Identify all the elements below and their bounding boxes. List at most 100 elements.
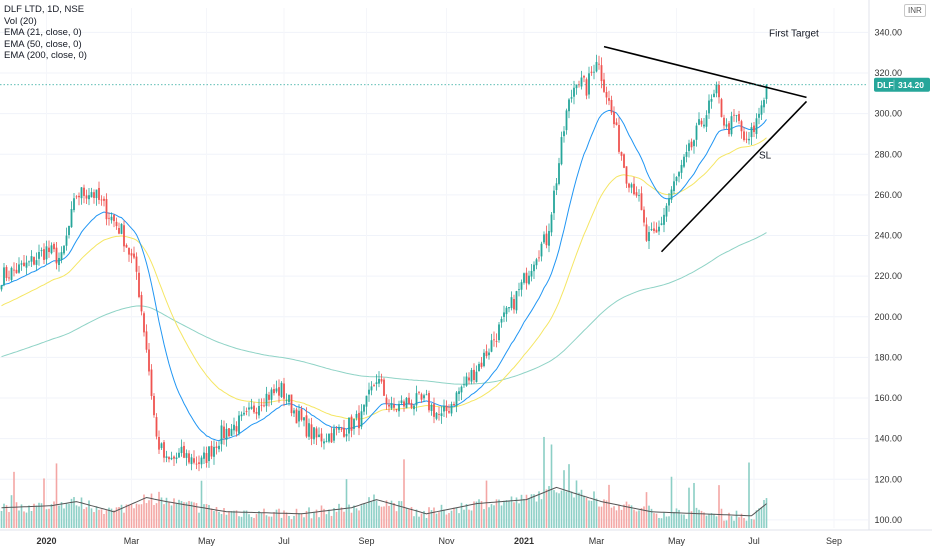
volume-bar: [765, 498, 768, 528]
volume-bar: [258, 510, 260, 528]
volume-bar: [98, 509, 100, 528]
legend-ema50[interactable]: EMA (50, close, 0): [4, 38, 82, 50]
volume-bar: [90, 508, 93, 528]
volume-bar: [475, 501, 478, 528]
x-tick-label: May: [198, 536, 216, 546]
candle-body: [323, 441, 325, 444]
candle-body: [723, 117, 725, 126]
candle-body: [205, 453, 208, 464]
candle-body: [548, 231, 550, 246]
volume-bar: [25, 512, 28, 528]
candle-body: [605, 91, 608, 98]
volume-bar: [120, 504, 123, 528]
volume-bar: [743, 518, 745, 528]
volume-bar: [93, 512, 95, 528]
volume-bar: [265, 515, 268, 528]
volume-bar: [253, 517, 255, 528]
volume-bar: [625, 501, 628, 528]
candle-body: [355, 413, 358, 418]
candle-body: [405, 397, 408, 409]
legend-volume[interactable]: Vol (20): [4, 15, 37, 27]
candle-body: [78, 195, 80, 198]
candle-body: [358, 412, 360, 429]
x-tick-label: Sep: [826, 536, 842, 546]
candle-body: [503, 312, 505, 317]
candle-body: [105, 199, 108, 220]
volume-bar: [635, 511, 638, 528]
candle-body: [408, 397, 410, 404]
volume-bar: [118, 506, 120, 528]
volume-bar: [43, 478, 45, 528]
candle-body: [658, 226, 660, 232]
candle-body: [738, 114, 740, 121]
candle-body: [498, 324, 500, 341]
volume-bar: [163, 504, 165, 528]
volume-bar: [593, 491, 595, 528]
legend-symbol[interactable]: DLF LTD, 1D, NSE: [4, 4, 85, 15]
candle-body: [645, 224, 648, 241]
candle-body: [713, 93, 715, 98]
volume-bar: [438, 512, 440, 528]
volume-bar: [530, 494, 533, 528]
volume-bar: [408, 508, 410, 528]
volume-bar: [288, 515, 290, 528]
volume-bar: [313, 512, 315, 528]
volume-bar: [723, 520, 725, 528]
candle-body: [603, 79, 605, 92]
volume-bar: [290, 519, 293, 528]
volume-bar: [455, 507, 458, 528]
volume-bar: [448, 513, 450, 528]
volume-bar: [240, 516, 243, 528]
candle-body: [758, 113, 760, 118]
candle-body: [648, 232, 650, 242]
time-axis[interactable]: 2020 Mar May Jul Sep Nov 2021 Mar May Jul Sep: [36, 536, 842, 546]
legend-ema200[interactable]: EMA (200, close, 0): [4, 50, 87, 62]
candle-body: [568, 99, 570, 112]
candle-body: [123, 225, 125, 247]
volume-bar: [480, 501, 483, 528]
candle-body: [685, 152, 688, 157]
volume-bar: [213, 511, 215, 528]
candle-body: [445, 405, 448, 412]
candle-body: [278, 387, 280, 396]
volume-bar: [298, 513, 300, 528]
candle-body: [53, 243, 55, 250]
candle-body: [340, 428, 343, 430]
candle-body: [338, 427, 340, 430]
candle-body: [480, 362, 483, 367]
candle-body: [233, 424, 235, 431]
candle-body: [98, 187, 100, 200]
volume-bar: [535, 501, 538, 528]
volume-bar: [80, 497, 83, 528]
volume-bar: [755, 510, 758, 528]
volume-bar: [580, 489, 583, 528]
volume-bar: [378, 505, 380, 528]
volume-bar: [735, 510, 738, 528]
y-tick-label: 200.00: [874, 312, 902, 322]
candle-body: [298, 410, 300, 422]
volume-bar: [260, 513, 263, 528]
price-axis[interactable]: 100.00 120.00 140.00 160.00 180.00 200.00 220.…: [874, 27, 902, 525]
candle-body: [335, 428, 338, 430]
x-tick-label: 2020: [36, 536, 56, 546]
volume-bar: [640, 507, 643, 528]
volume-bar: [343, 511, 345, 528]
volume-bar: [30, 511, 33, 528]
chart-legend: DLF LTD, 1D, NSE Vol (20) EMA (21, close…: [4, 4, 87, 62]
volume-bar: [703, 512, 705, 528]
volume-bar: [185, 502, 188, 528]
volume-bar: [310, 518, 313, 528]
currency-label[interactable]: INR: [904, 4, 926, 17]
volume-bar: [68, 503, 70, 528]
volume-bar: [423, 510, 425, 528]
volume-bar: [275, 509, 278, 528]
candle-body: [118, 227, 120, 234]
badge-ticker: DLF: [877, 80, 894, 90]
volume-bar: [375, 500, 378, 528]
volume-bar: [360, 505, 363, 528]
candle-body: [558, 163, 560, 184]
candle-body: [675, 176, 678, 182]
candle-body: [588, 73, 590, 95]
legend-ema21[interactable]: EMA (21, close, 0): [4, 27, 82, 39]
